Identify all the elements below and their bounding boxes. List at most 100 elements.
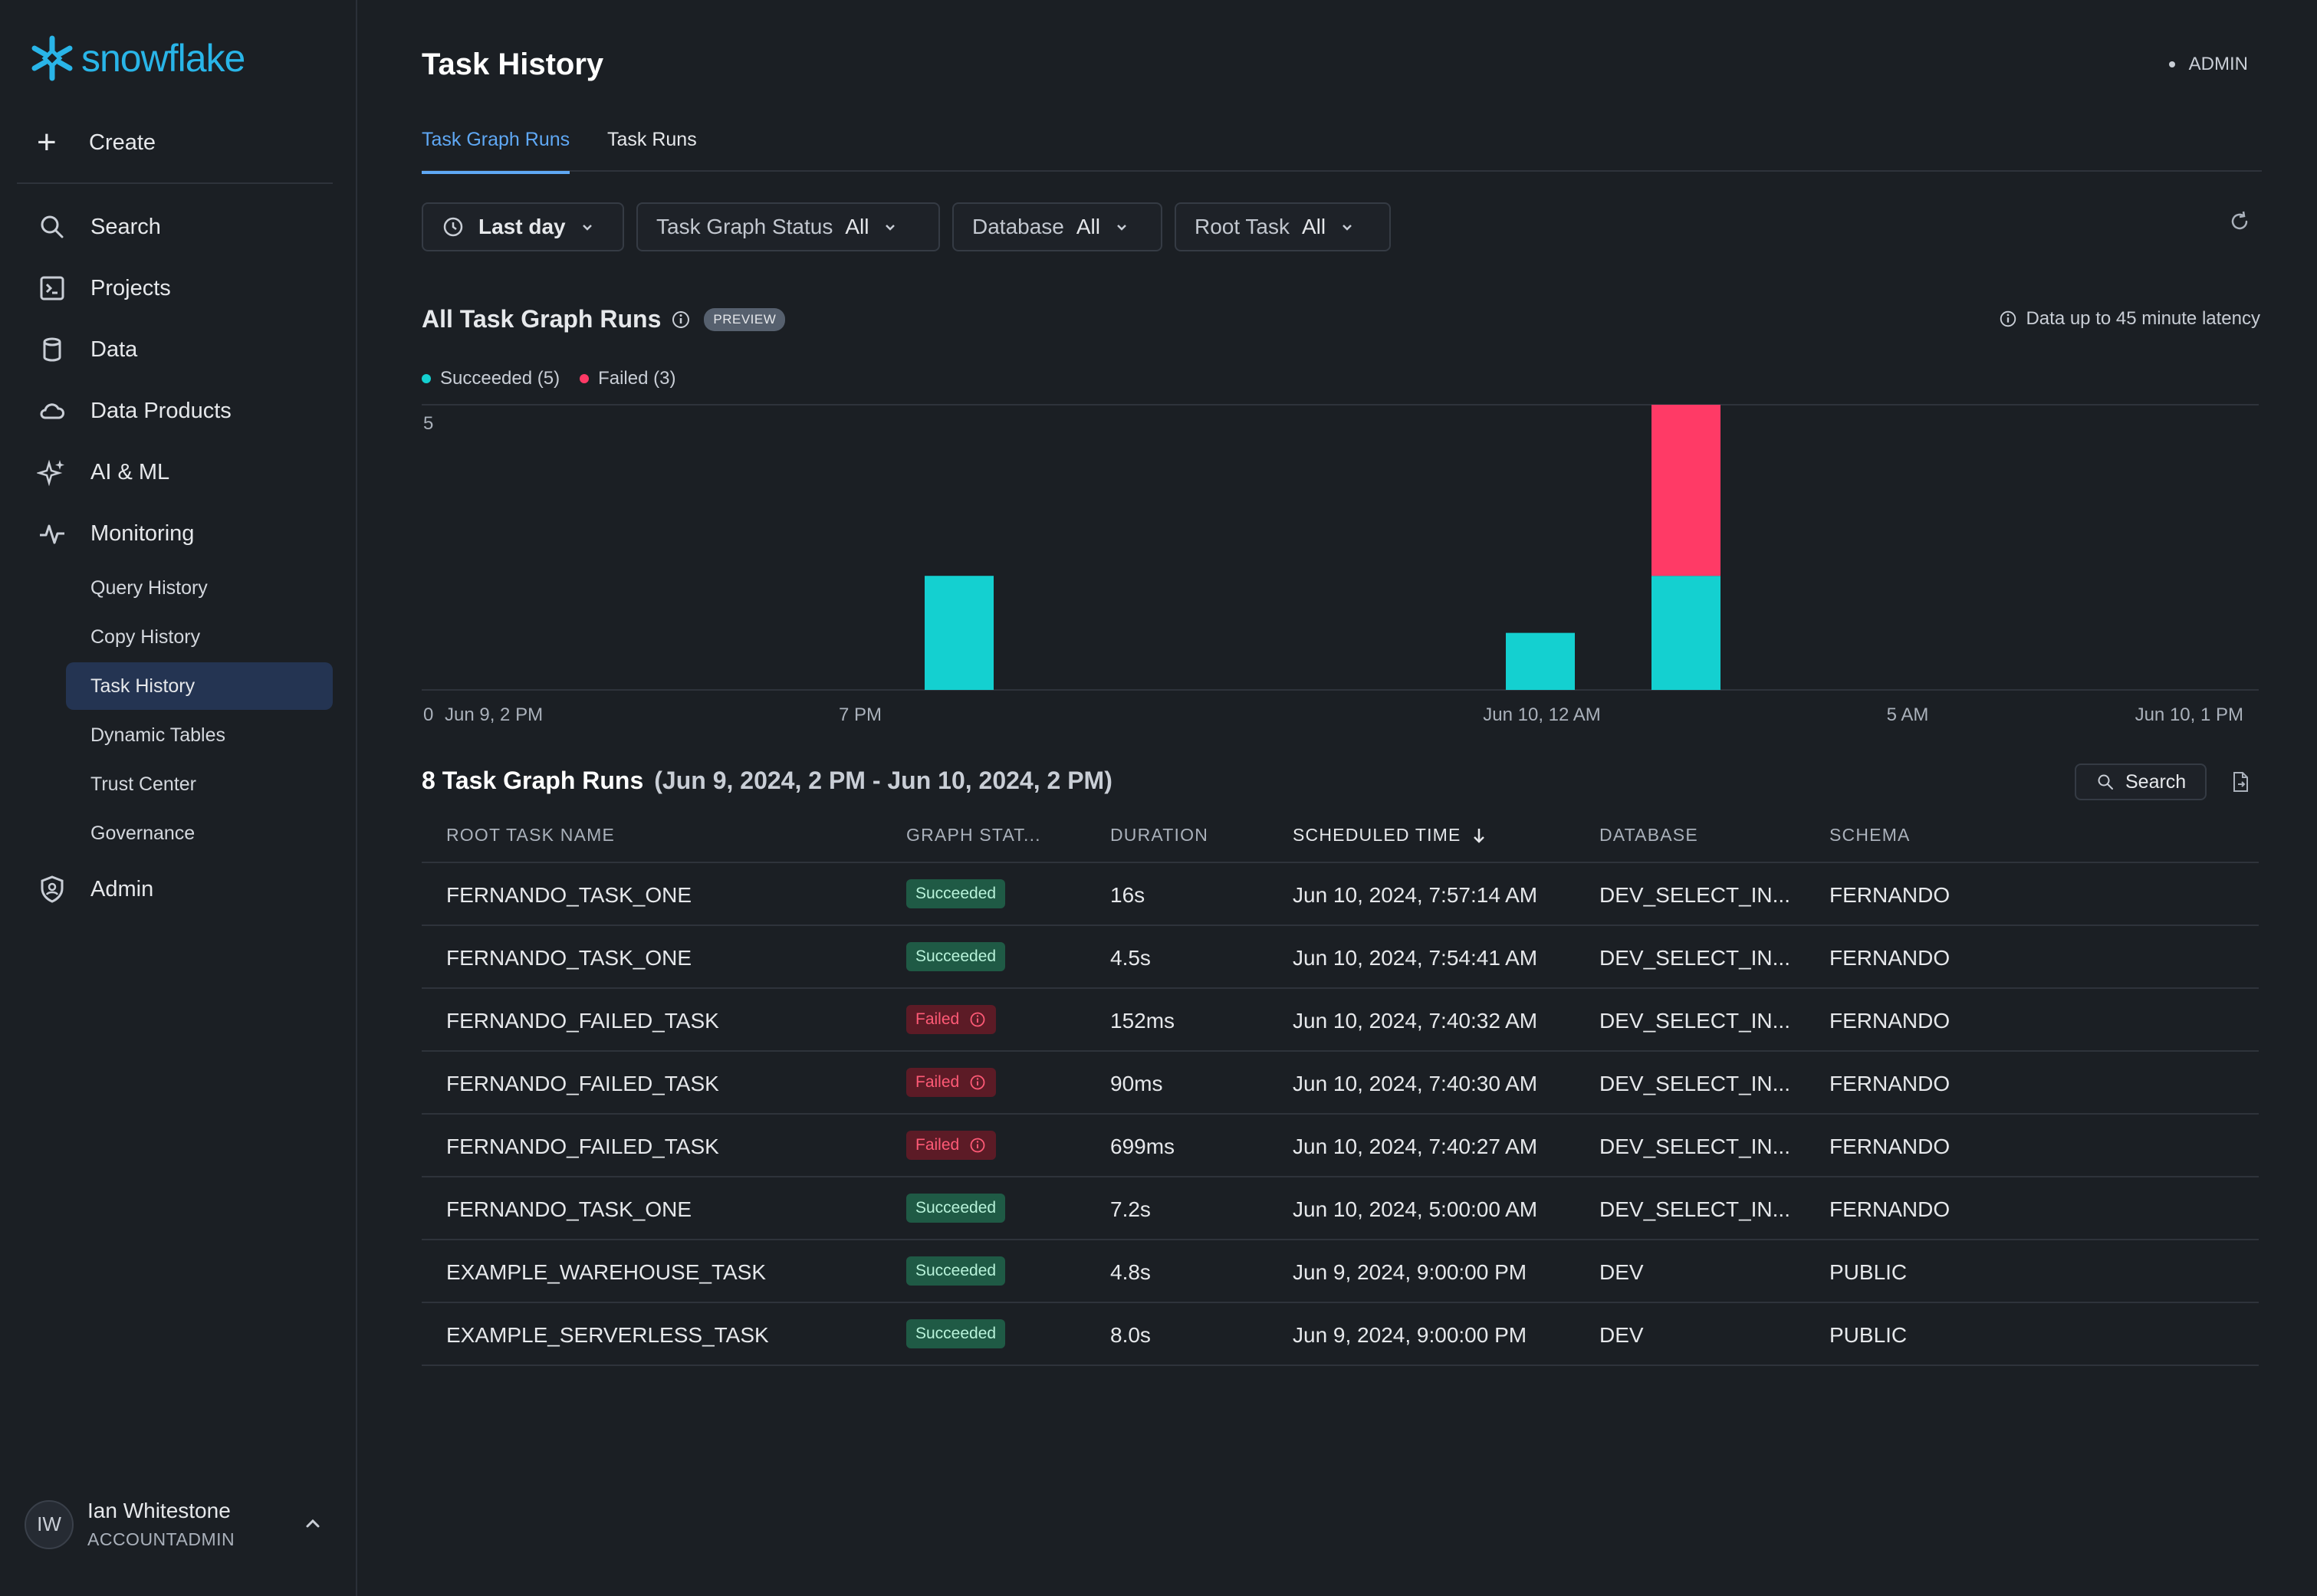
sidebar-item-admin[interactable]: Admin [37,874,153,905]
cell-root-task-name[interactable]: FERNANDO_FAILED_TASK [446,1135,719,1158]
table-row[interactable]: FERNANDO_TASK_ONE Succeeded 7.2s Jun 10, 20… [422,1177,2259,1240]
legend-succeeded[interactable]: Succeeded (5) [422,368,560,389]
cell-scheduled-time: Jun 10, 2024, 5:00:00 AM [1293,1197,1538,1221]
tab-task-graph-runs[interactable]: Task Graph Runs [422,129,570,174]
time-range-value: Last day [478,215,566,238]
status-text: Succeeded [915,885,997,902]
runs-range: (Jun 9, 2024, 2 PM - Jun 10, 2024, 2 PM) [654,767,1112,794]
column-header-root-task[interactable]: ROOT TASK NAME [446,825,616,845]
latency-text: Data up to 45 minute latency [2026,308,2260,329]
column-header-status[interactable]: GRAPH STAT... [906,825,1041,845]
create-label: Create [89,130,156,155]
cell-database: DEV_SELECT_IN... [1599,1135,1790,1158]
database-filter[interactable]: Database All [952,202,1162,251]
snowflake-logo[interactable]: snowflake [28,34,245,83]
user-role: ACCOUNTADMIN [87,1529,235,1549]
cell-root-task-name[interactable]: FERNANDO_FAILED_TASK [446,1072,719,1095]
cell-database: DEV_SELECT_IN... [1599,1072,1790,1095]
sidebar-item-label: Admin [90,876,154,901]
search-icon [2098,774,2113,790]
chart-title: All Task Graph Runs PREVIEW [422,305,786,333]
table-row[interactable]: FERNANDO_TASK_ONE Succeeded 4.5s Jun 10, 20… [422,926,2259,989]
column-header-schema[interactable]: SCHEMA [1829,825,1911,845]
bar-succeeded[interactable] [1506,632,1575,690]
cell-scheduled-time: Jun 9, 2024, 9:00:00 PM [1293,1260,1527,1284]
filter-label: Root Task [1195,215,1290,238]
sidebar-sub-trust-center[interactable]: Trust Center [66,760,333,808]
info-icon[interactable] [968,1073,987,1092]
root-task-filter[interactable]: Root Task All [1175,202,1391,251]
role-indicator[interactable]: ADMIN [2168,54,2248,75]
bar-succeeded[interactable] [925,576,994,690]
cell-root-task-name[interactable]: FERNANDO_TASK_ONE [446,1197,692,1221]
cell-schema: FERNANDO [1829,1135,1951,1158]
sidebar-item-ai-ml[interactable]: AI & ML [37,457,169,488]
cell-root-task-name[interactable]: FERNANDO_TASK_ONE [446,883,692,907]
runs-count-title: 8 Task Graph Runs [422,767,644,794]
cell-duration: 16s [1110,883,1145,907]
chevron-down-icon [1117,225,1126,231]
info-icon[interactable] [670,309,692,330]
table-row[interactable]: FERNANDO_FAILED_TASK Failed 90ms Jun 10, 20… [422,1052,2259,1115]
sidebar-sub-dynamic-tables[interactable]: Dynamic Tables [66,711,333,759]
task-graph-status-filter[interactable]: Task Graph Status All [636,202,940,251]
sidebar-sub-copy-history[interactable]: Copy History [66,613,333,661]
filter-value: All [845,215,869,238]
bar-succeeded[interactable] [1651,576,1720,690]
tab-task-runs[interactable]: Task Runs [607,129,697,150]
table-search-button[interactable]: Search [2075,764,2207,800]
table-row[interactable]: EXAMPLE_SERVERLESS_TASK Succeeded 8.0s Jun … [422,1303,2259,1366]
sidebar-item-data-products[interactable]: Data Products [37,396,232,426]
cell-schema: FERNANDO [1829,946,1951,970]
cell-duration: 7.2s [1110,1197,1151,1221]
table-header: ROOT TASK NAME GRAPH STAT... DURATION SC… [422,805,2259,863]
column-header-database[interactable]: DATABASE [1599,825,1698,845]
sidebar-item-search[interactable]: Search [37,212,161,242]
cell-root-task-name[interactable]: FERNANDO_FAILED_TASK [446,1009,719,1033]
user-menu[interactable]: IW Ian Whitestone ACCOUNTADMIN [25,1499,331,1550]
filter-bar: Last day Task Graph Status All Database … [422,202,1391,251]
chart-legend: Succeeded (5) Failed (3) [422,368,675,389]
sidebar-sub-label: Dynamic Tables [90,724,226,746]
bar-failed[interactable] [1651,405,1720,576]
arrow-down-icon [1473,828,1484,843]
filter-label: Task Graph Status [656,215,833,238]
cloud-icon [40,403,64,419]
table-row[interactable]: EXAMPLE_WAREHOUSE_TASK Succeeded 4.8s Jun 9… [422,1240,2259,1303]
table-row[interactable]: FERNANDO_FAILED_TASK Failed 152ms Jun 10, 2… [422,989,2259,1052]
plus-icon: + [37,123,57,161]
cell-scheduled-time: Jun 10, 2024, 7:40:32 AM [1293,1009,1538,1033]
export-icon[interactable] [2228,770,2253,794]
sidebar-item-data[interactable]: Data [37,334,137,365]
sidebar-sub-label: Governance [90,822,196,844]
logo-text: snowflake [81,37,245,80]
info-icon[interactable] [968,1010,987,1029]
create-button[interactable]: + Create [37,126,156,159]
time-range-filter[interactable]: Last day [422,202,624,251]
legend-label: Failed (3) [598,368,676,389]
refresh-icon[interactable] [2227,209,2253,235]
table-row[interactable]: FERNANDO_FAILED_TASK Failed 699ms Jun 10, 2… [422,1115,2259,1177]
column-header-duration[interactable]: DURATION [1110,825,1209,845]
column-header-scheduled-time[interactable]: SCHEDULED TIME [1293,825,1487,846]
sidebar-sub-query-history[interactable]: Query History [66,564,333,612]
sidebar-sub-governance[interactable]: Governance [66,809,333,857]
table-row[interactable]: FERNANDO_TASK_ONE Succeeded 16s Jun 10, 202… [422,863,2259,926]
sidebar-sub-task-history[interactable]: Task History [66,662,333,710]
sparkle-icon [37,459,64,487]
cell-duration: 90ms [1110,1072,1163,1095]
status-badge: Succeeded [906,1256,1006,1286]
role-dot-icon [2168,61,2175,67]
cell-root-task-name[interactable]: EXAMPLE_SERVERLESS_TASK [446,1323,769,1347]
cell-root-task-name[interactable]: EXAMPLE_WAREHOUSE_TASK [446,1260,767,1284]
cell-schema: PUBLIC [1829,1323,1908,1347]
info-icon[interactable] [968,1136,987,1154]
sidebar-item-projects[interactable]: Projects [37,273,171,304]
cell-root-task-name[interactable]: FERNANDO_TASK_ONE [446,946,692,970]
sidebar-item-monitoring[interactable]: Monitoring [37,518,194,549]
legend-failed[interactable]: Failed (3) [580,368,675,389]
legend-swatch [422,374,431,383]
status-badge: Failed [906,1005,997,1034]
runs-title: 8 Task Graph Runs (Jun 9, 2024, 2 PM - Ju… [422,767,1112,795]
chevron-up-icon[interactable] [301,1511,325,1535]
